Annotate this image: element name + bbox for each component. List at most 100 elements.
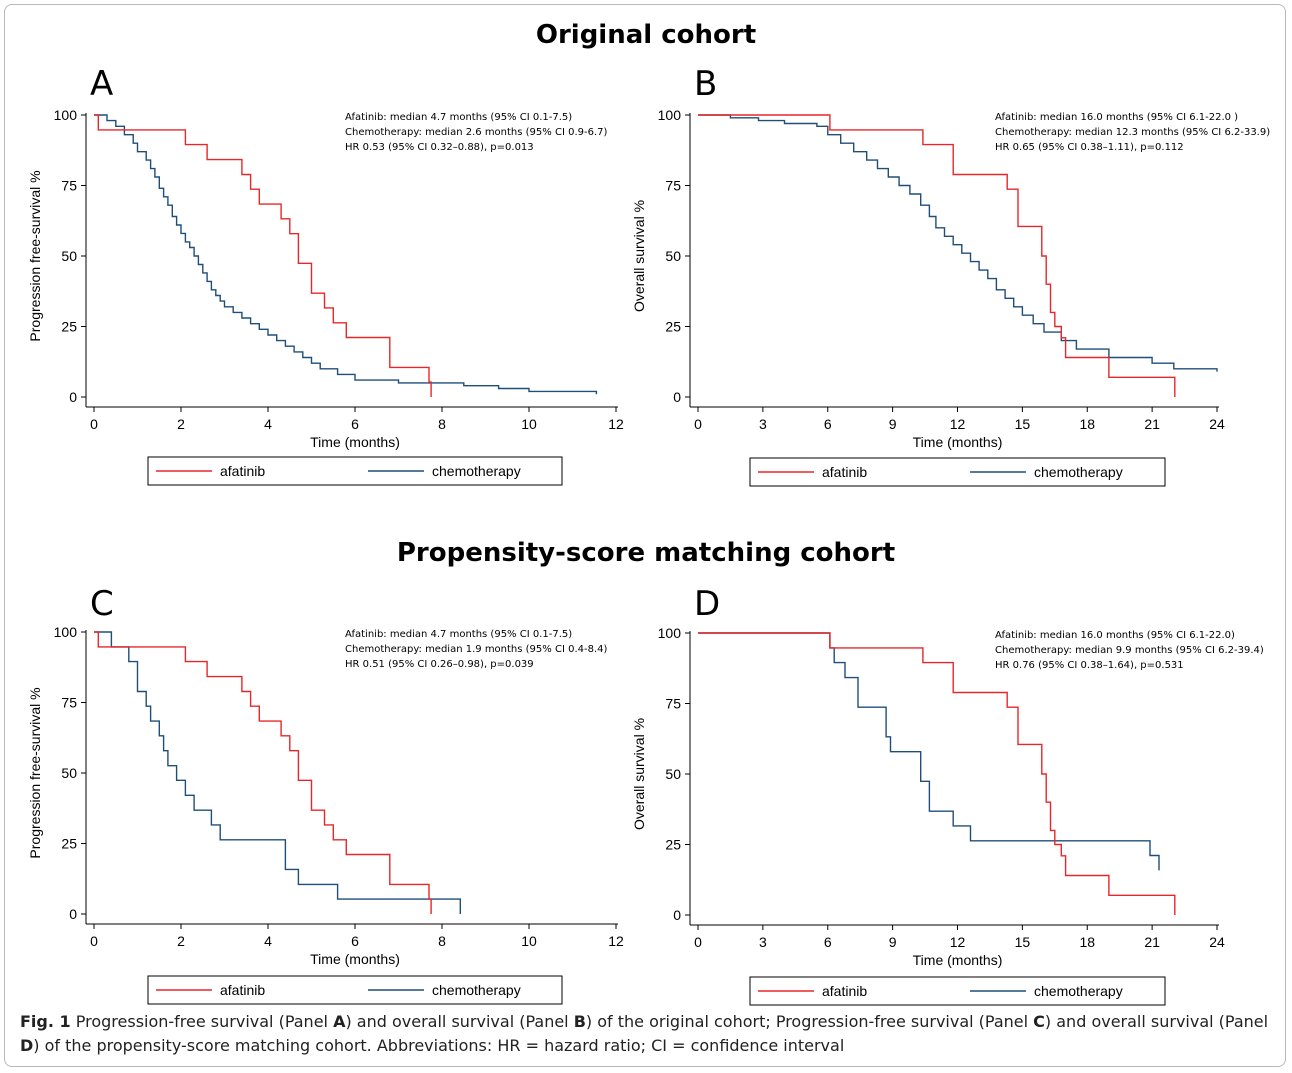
x-tick-label: 3 <box>759 934 767 950</box>
x-tick-label: 0 <box>90 933 98 949</box>
x-tick-label: 8 <box>438 416 446 432</box>
x-tick-label: 12 <box>608 416 624 432</box>
x-tick-label: 18 <box>1079 934 1095 950</box>
stats-annotation: Afatinib: median 4.7 months (95% CI 0.1-… <box>345 112 572 123</box>
y-tick-label: 0 <box>673 907 681 923</box>
y-axis-label: Overall survival % <box>631 200 647 312</box>
caption-panel-b: B <box>573 1012 586 1031</box>
x-tick-label: 3 <box>759 416 767 432</box>
panel-d-chart: 0 25 50 75 100 0 3 6 9 12 15 18 21 24 Time (months) Ove… <box>631 625 1264 1006</box>
y-tick-label: 100 <box>54 107 78 123</box>
x-axis-label: Time (months) <box>913 952 1003 968</box>
x-tick-label: 12 <box>950 934 966 950</box>
y-tick-label: 0 <box>69 389 77 405</box>
caption-panel-a: A <box>333 1012 346 1031</box>
x-tick-label: 15 <box>1015 416 1031 432</box>
x-tick-label: 10 <box>521 416 537 432</box>
x-tick-label: 6 <box>824 416 832 432</box>
caption-fig-label: Fig. 1 <box>20 1012 71 1031</box>
stats-annotation: HR 0.53 (95% CI 0.32–0.88), p=0.013 <box>345 142 534 153</box>
y-tick-label: 50 <box>61 248 77 264</box>
y-tick-label: 50 <box>665 248 681 264</box>
stats-annotation: HR 0.76 (95% CI 0.38–1.64), p=0.531 <box>995 660 1184 671</box>
afatinib-curve <box>698 114 1176 397</box>
y-tick-label: 25 <box>61 319 77 335</box>
panel-b-letter: B <box>694 64 718 104</box>
y-axis-label: Progression free-survival % <box>27 687 43 858</box>
x-tick-label: 6 <box>351 416 359 432</box>
afatinib-curve <box>94 114 432 397</box>
legend-box <box>749 457 1166 487</box>
x-tick-label: 9 <box>889 416 897 432</box>
y-tick-label: 75 <box>665 178 681 194</box>
y-axis-label: Progression free-survival % <box>27 170 43 341</box>
chemotherapy-curve <box>698 632 1160 871</box>
legend-label-afatinib: afatinib <box>220 463 265 479</box>
panel-d-letter: D <box>694 584 721 624</box>
chemotherapy-curve <box>94 114 598 395</box>
legend-label-afatinib: afatinib <box>822 464 867 480</box>
legend-box <box>147 456 563 486</box>
panel-c-letter: C <box>90 584 114 624</box>
x-tick-label: 18 <box>1079 416 1095 432</box>
y-tick-label: 100 <box>658 625 682 641</box>
x-tick-label: 24 <box>1209 934 1225 950</box>
y-tick-label: 50 <box>61 765 77 781</box>
y-tick-label: 0 <box>69 906 77 922</box>
caption-text-4: ) and overall survival (Panel <box>1044 1012 1269 1031</box>
figure-caption: Fig. 1 Progression-free survival (Panel … <box>20 1010 1270 1058</box>
x-tick-label: 6 <box>824 934 832 950</box>
stats-annotation: Chemotherapy: median 12.3 months (95% CI… <box>995 127 1270 138</box>
caption-text-2: ) and overall survival (Panel <box>345 1012 574 1031</box>
x-axis-label: Time (months) <box>310 951 400 967</box>
caption-panel-c: C <box>1033 1012 1045 1031</box>
figure-frame <box>4 4 1286 1067</box>
stats-annotation: Chemotherapy: median 1.9 months (95% CI … <box>345 644 607 655</box>
x-axis-label: Time (months) <box>310 434 400 450</box>
psm-cohort-title: Propensity-score matching cohort <box>396 538 896 568</box>
x-tick-label: 21 <box>1144 416 1160 432</box>
legend-label-chemotherapy: chemotherapy <box>1034 464 1123 480</box>
caption-text-1: Progression-free survival (Panel <box>70 1012 334 1031</box>
x-tick-label: 24 <box>1209 416 1225 432</box>
x-tick-label: 2 <box>177 933 185 949</box>
panel-b-chart: 0 25 50 75 100 0 3 6 9 12 15 18 21 24 Time (months) Ove… <box>631 107 1270 487</box>
caption-text-3: ) of the original cohort; Progression-fr… <box>585 1012 1034 1031</box>
legend-label-chemotherapy: chemotherapy <box>432 982 521 998</box>
legend-label-chemotherapy: chemotherapy <box>432 463 521 479</box>
x-tick-label: 2 <box>177 416 185 432</box>
y-tick-label: 25 <box>665 319 681 335</box>
x-tick-label: 12 <box>608 933 624 949</box>
panel-a-letter: A <box>90 64 114 104</box>
legend-box <box>749 976 1166 1006</box>
original-cohort-title: Original cohort <box>535 20 757 50</box>
chemotherapy-curve <box>698 114 1218 372</box>
afatinib-curve <box>94 631 432 914</box>
legend-label-chemotherapy: chemotherapy <box>1034 983 1123 999</box>
y-tick-label: 0 <box>673 389 681 405</box>
y-tick-label: 75 <box>61 695 77 711</box>
stats-annotation: Afatinib: median 4.7 months (95% CI 0.1-… <box>345 629 572 640</box>
x-tick-label: 6 <box>351 933 359 949</box>
chemotherapy-curve <box>94 631 461 914</box>
legend-label-afatinib: afatinib <box>822 983 867 999</box>
stats-annotation: HR 0.65 (95% CI 0.38–1.11), p=0.112 <box>995 142 1184 153</box>
y-tick-label: 75 <box>665 696 681 712</box>
x-tick-label: 0 <box>694 934 702 950</box>
y-axis-label: Overall survival % <box>631 718 647 830</box>
x-axis-label: Time (months) <box>913 434 1003 450</box>
stats-annotation: Chemotherapy: median 2.6 months (95% CI … <box>345 127 607 138</box>
x-tick-label: 4 <box>264 933 272 949</box>
x-tick-label: 12 <box>950 416 966 432</box>
stats-annotation: Chemotherapy: median 9.9 months (95% CI … <box>995 645 1264 656</box>
x-tick-label: 4 <box>264 416 272 432</box>
y-tick-label: 50 <box>665 766 681 782</box>
caption-panel-d: D <box>20 1036 34 1055</box>
y-tick-label: 100 <box>658 107 682 123</box>
stats-annotation: Afatinib: median 16.0 months (95% CI 6.1… <box>995 630 1235 641</box>
stats-annotation: HR 0.51 (95% CI 0.26–0.98), p=0.039 <box>345 659 534 670</box>
legend-box <box>147 975 563 1005</box>
afatinib-curve <box>698 632 1176 915</box>
x-tick-label: 15 <box>1015 934 1031 950</box>
y-tick-label: 100 <box>54 624 78 640</box>
